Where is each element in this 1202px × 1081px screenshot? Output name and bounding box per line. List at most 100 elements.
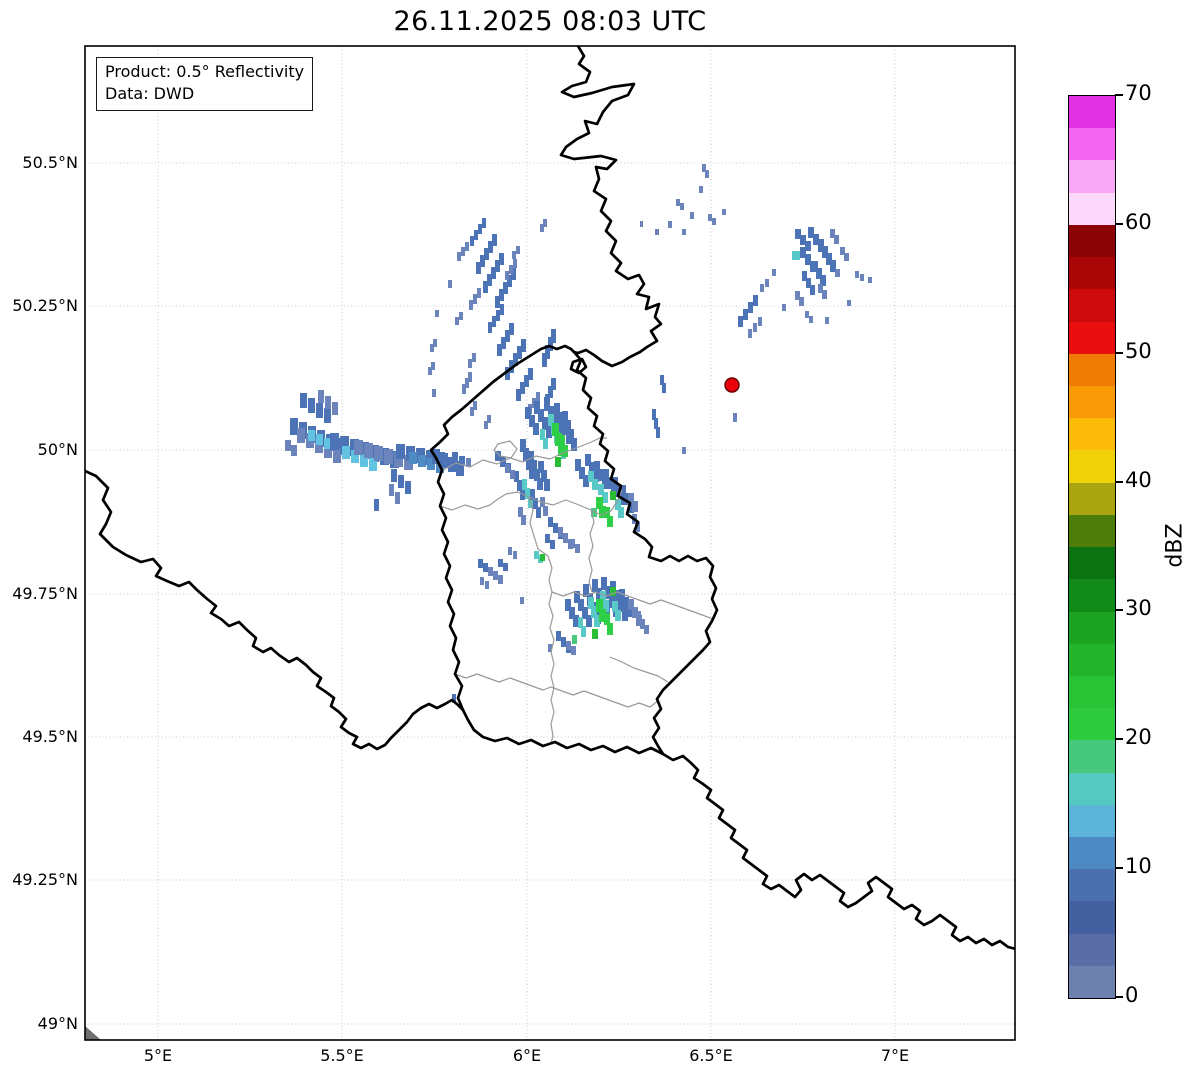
echo-cell	[517, 480, 522, 491]
echo-cell	[526, 457, 532, 470]
colorbar-segment	[1069, 675, 1115, 709]
echo-cell	[396, 444, 405, 459]
product-info-box: Product: 0.5° Reflectivity Data: DWD	[96, 57, 314, 112]
colorbar-tick-label: 50	[1125, 338, 1152, 363]
echo-cell	[548, 517, 553, 527]
echo-cell	[505, 330, 510, 342]
echo-cell	[461, 247, 465, 256]
echo-cell	[668, 221, 672, 228]
echo-cell	[644, 625, 649, 634]
echo-cell	[520, 597, 524, 604]
echo-cell	[555, 457, 561, 467]
echo-cell	[599, 609, 606, 622]
echo-cell	[594, 461, 600, 473]
echo-cell	[316, 434, 323, 445]
echo-cell	[369, 458, 377, 471]
echo-cell	[758, 317, 762, 326]
echo-cell	[548, 386, 553, 398]
echo-cell	[483, 563, 488, 572]
echo-cell	[620, 485, 626, 497]
echo-cell	[544, 479, 550, 491]
echo-cell	[548, 644, 552, 652]
echo-cell	[562, 445, 568, 457]
colorbar-segment	[1069, 96, 1115, 129]
echo-cell	[354, 440, 363, 455]
echo-cell	[457, 252, 461, 261]
echo-cell	[472, 353, 476, 362]
echo-cell	[699, 186, 703, 193]
echo-cell	[511, 268, 516, 280]
echo-cell	[592, 629, 598, 639]
y-tick-label: 50.5°N	[22, 153, 78, 172]
echo-cell	[542, 417, 548, 430]
echo-cell	[604, 606, 610, 619]
echo-cell	[507, 275, 512, 287]
echo-cell	[818, 284, 823, 293]
echo-cell	[430, 344, 434, 352]
echo-cell	[662, 383, 666, 393]
echo-cell	[558, 527, 563, 537]
echo-cell	[523, 448, 529, 461]
echo-cell	[405, 481, 411, 494]
echo-cell	[332, 402, 338, 415]
echo-cell	[536, 392, 540, 402]
echo-cell	[474, 230, 478, 240]
echo-cell	[743, 309, 748, 320]
echo-cell	[834, 235, 839, 244]
region-border	[454, 673, 552, 691]
echo-cell	[548, 406, 554, 420]
echo-cell	[465, 378, 469, 388]
echo-cell	[607, 516, 613, 527]
echo-cell	[635, 522, 640, 532]
echo-cell	[512, 251, 516, 259]
echo-cell	[753, 295, 758, 306]
echo-cell	[487, 415, 491, 423]
echo-cell	[528, 368, 533, 380]
echo-cell	[524, 375, 529, 387]
echo-cell	[640, 619, 645, 628]
echo-cell	[596, 497, 603, 509]
echo-cell	[477, 288, 481, 298]
echo-cell	[534, 401, 540, 414]
echo-cell	[570, 539, 575, 548]
echo-cell	[473, 294, 477, 304]
echo-cell	[466, 458, 471, 467]
x-tick-label: 5.5°E	[320, 1046, 364, 1065]
echo-cell	[478, 224, 482, 234]
echo-cell	[592, 579, 598, 592]
echo-cell	[546, 425, 552, 438]
echo-cell	[538, 461, 544, 473]
echo-cell	[612, 601, 618, 612]
echo-cell	[551, 329, 556, 343]
echo-cell	[588, 471, 594, 482]
echo-cell	[308, 430, 315, 441]
echo-cell	[297, 428, 305, 443]
echo-cell	[333, 448, 341, 463]
echo-cell	[394, 452, 403, 467]
colorbar-segment	[1069, 289, 1115, 322]
echo-cell	[733, 413, 737, 422]
colorbar-segment	[1069, 482, 1115, 515]
echo-cell	[628, 493, 634, 504]
echo-cell	[753, 323, 757, 332]
echo-cell	[805, 254, 811, 265]
echo-cell	[782, 304, 786, 311]
colorbar-tick-label: 0	[1125, 983, 1139, 1007]
colorbar-segment	[1069, 160, 1115, 193]
echo-cell	[636, 611, 641, 621]
echo-cell	[534, 551, 539, 559]
echo-cell	[505, 464, 510, 473]
echo-cell	[812, 261, 818, 272]
echo-cell	[470, 407, 474, 416]
echo-cell	[607, 623, 613, 635]
country-border	[661, 752, 1015, 951]
echo-cell	[473, 401, 477, 410]
echo-cell	[325, 396, 331, 409]
echo-cell	[513, 259, 517, 268]
colorbar-segment	[1069, 353, 1115, 386]
colorbar-segment	[1069, 965, 1115, 999]
echo-cell	[530, 489, 535, 500]
echo-cell	[462, 384, 466, 394]
echo-cell	[548, 414, 554, 426]
